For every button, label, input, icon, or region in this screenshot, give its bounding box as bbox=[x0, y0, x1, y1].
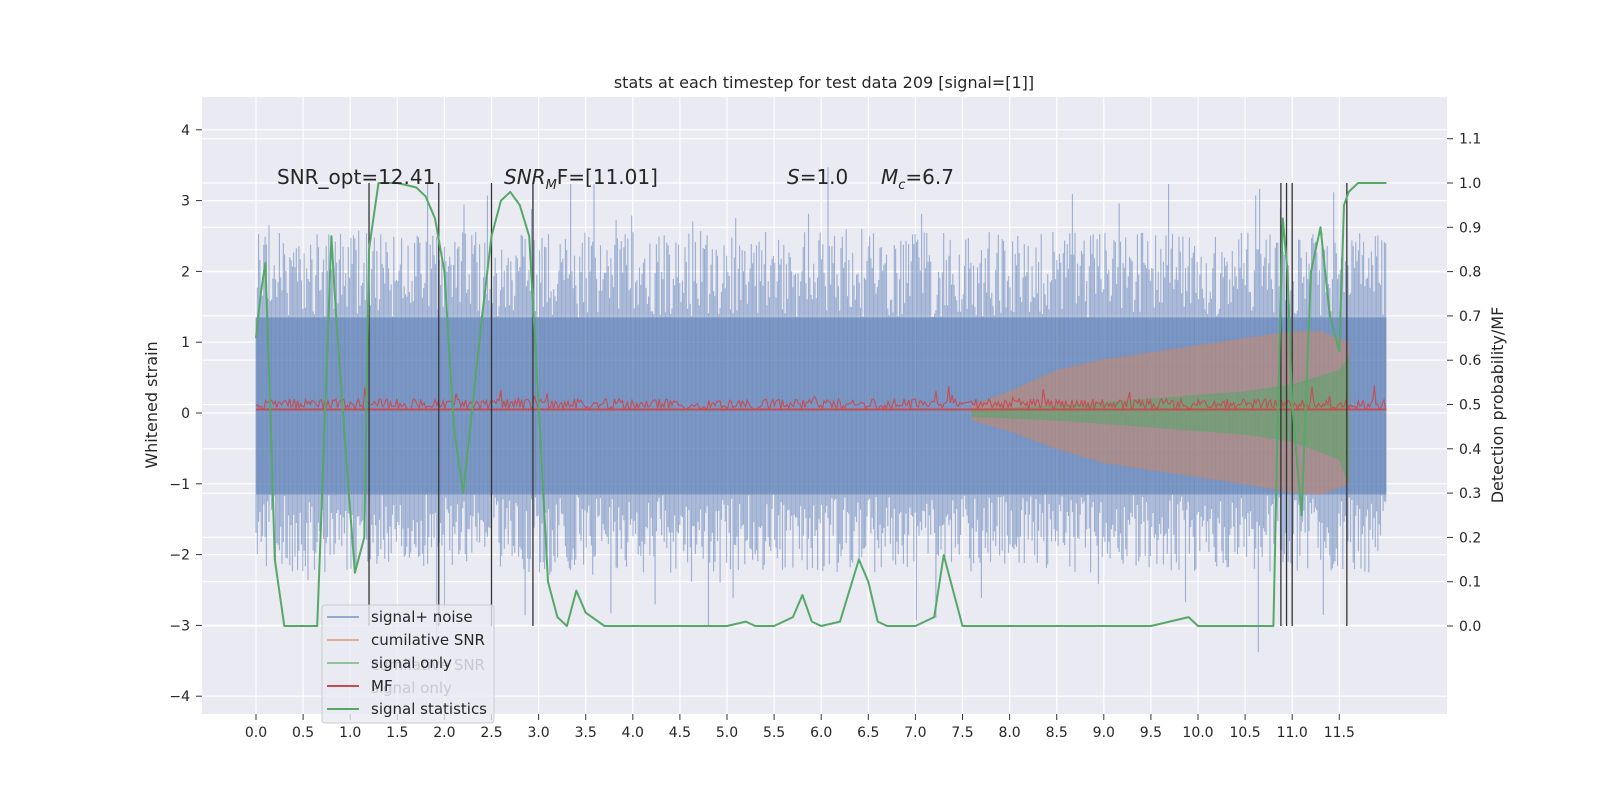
y-tick-label-left: −4 bbox=[169, 689, 190, 705]
y-tick-label-right: 0.3 bbox=[1459, 486, 1481, 502]
axes: 0.0 0.5 1.0 1.5 2.0 2.5 3.0 3.5 4.0 4.5 5.0 5.5 6.0 6… bbox=[169, 123, 1481, 741]
signal-only-area bbox=[971, 354, 1350, 484]
x-tick-label: 0.0 bbox=[245, 725, 267, 741]
x-tick-label: 4.5 bbox=[669, 725, 691, 741]
snr-mf-symbol: SNR bbox=[504, 165, 546, 189]
legend: cumilative SNR signal only signal+ noise… bbox=[321, 604, 495, 724]
legend-ghost-text-1: cumilative SNR bbox=[371, 656, 485, 674]
y-tick-label-left: 0 bbox=[181, 406, 190, 422]
y-tick-label-right: 0.2 bbox=[1459, 530, 1481, 546]
annotation-mc: Mc=6.7 bbox=[881, 165, 954, 193]
x-tick-label: 7.0 bbox=[904, 725, 926, 741]
chart-title: stats at each timestep for test data 209… bbox=[614, 73, 1034, 92]
s-value: =1.0 bbox=[800, 165, 849, 189]
legend-label-signal-only: signal only bbox=[371, 654, 452, 672]
x-tick-label: 11.5 bbox=[1324, 725, 1355, 741]
y-tick-label-right: 0.8 bbox=[1459, 265, 1481, 281]
mf-series bbox=[255, 385, 1387, 412]
x-tick-label: 9.5 bbox=[1140, 725, 1162, 741]
x-tick-label: 6.0 bbox=[810, 725, 832, 741]
left-axis-label: Whitened strain bbox=[142, 341, 161, 468]
x-tick-label: 5.0 bbox=[716, 725, 738, 741]
x-tick-label: 2.5 bbox=[480, 725, 502, 741]
y-tick-label-right: 0.0 bbox=[1459, 619, 1481, 635]
y-tick-label-left: 4 bbox=[181, 123, 190, 139]
y-tick-label-right: 0.9 bbox=[1459, 220, 1481, 236]
y-tick-label-left: 2 bbox=[181, 264, 190, 280]
legend-label-cumulative-snr: cumilative SNR bbox=[371, 631, 485, 649]
mc-symbol: M bbox=[881, 165, 898, 189]
mc-value: =6.7 bbox=[905, 165, 954, 189]
x-tick-label: 10.0 bbox=[1182, 725, 1213, 741]
envelope-series bbox=[971, 331, 1350, 495]
x-tick-label: 4.0 bbox=[622, 725, 644, 741]
legend-ghost-text-2: signal only bbox=[371, 679, 452, 697]
signal-statistics-line bbox=[255, 182, 1387, 627]
x-tick-label: 9.0 bbox=[1093, 725, 1115, 741]
legend-box bbox=[321, 604, 495, 724]
x-tick-label: 1.0 bbox=[339, 725, 361, 741]
annotation-s: S=1.0 bbox=[787, 165, 848, 189]
right-axis-label: Detection probability/MF bbox=[1488, 307, 1507, 504]
y-tick-label-right: 1.1 bbox=[1459, 132, 1481, 148]
y-tick-label-right: 0.4 bbox=[1459, 442, 1481, 458]
x-tick-label: 3.0 bbox=[527, 725, 549, 741]
signal-statistics-series bbox=[255, 182, 1387, 627]
y-tick-label-right: 0.5 bbox=[1459, 398, 1481, 414]
annotation-snr-mf: SNRMF=[11.01] bbox=[504, 165, 658, 193]
x-tick-label: 6.5 bbox=[857, 725, 879, 741]
y-tick-label-left: −1 bbox=[169, 477, 190, 493]
legend-label-signal-noise: signal+ noise bbox=[371, 608, 473, 626]
y-tick-label-left: 3 bbox=[181, 194, 190, 210]
x-tick-label: 2.0 bbox=[433, 725, 455, 741]
x-tick-label: 5.5 bbox=[763, 725, 785, 741]
y-tick-label-left: −2 bbox=[169, 548, 190, 564]
x-tick-label: 1.5 bbox=[386, 725, 408, 741]
y-tick-label-right: 0.1 bbox=[1459, 575, 1481, 591]
annotation-snr-opt: SNR_opt=12.41 bbox=[277, 165, 435, 189]
y-tick-label-right: 1.0 bbox=[1459, 176, 1481, 192]
mc-subscript: c bbox=[898, 178, 905, 193]
y-tick-label-right: 0.6 bbox=[1459, 353, 1481, 369]
y-tick-label-left: 1 bbox=[181, 335, 190, 351]
x-tick-label: 0.5 bbox=[292, 725, 314, 741]
y-tick-label-right: 0.7 bbox=[1459, 309, 1481, 325]
x-tick-label: 11.0 bbox=[1277, 725, 1308, 741]
legend-label-signal-statistics: signal statistics bbox=[371, 700, 487, 718]
legend-label-mf: MF bbox=[371, 677, 393, 695]
s-symbol: S bbox=[787, 165, 800, 189]
x-tick-label: 7.5 bbox=[951, 725, 973, 741]
y-tick-label-left: −3 bbox=[169, 618, 190, 634]
snr-mf-subscript: M bbox=[546, 178, 557, 193]
x-tick-label: 3.5 bbox=[575, 725, 597, 741]
mf-line bbox=[255, 385, 1387, 412]
x-tick-label: 10.5 bbox=[1230, 725, 1261, 741]
snr-mf-value: F=[11.01] bbox=[557, 165, 658, 189]
x-tick-label: 8.5 bbox=[1046, 725, 1068, 741]
x-tick-label: 8.0 bbox=[998, 725, 1020, 741]
